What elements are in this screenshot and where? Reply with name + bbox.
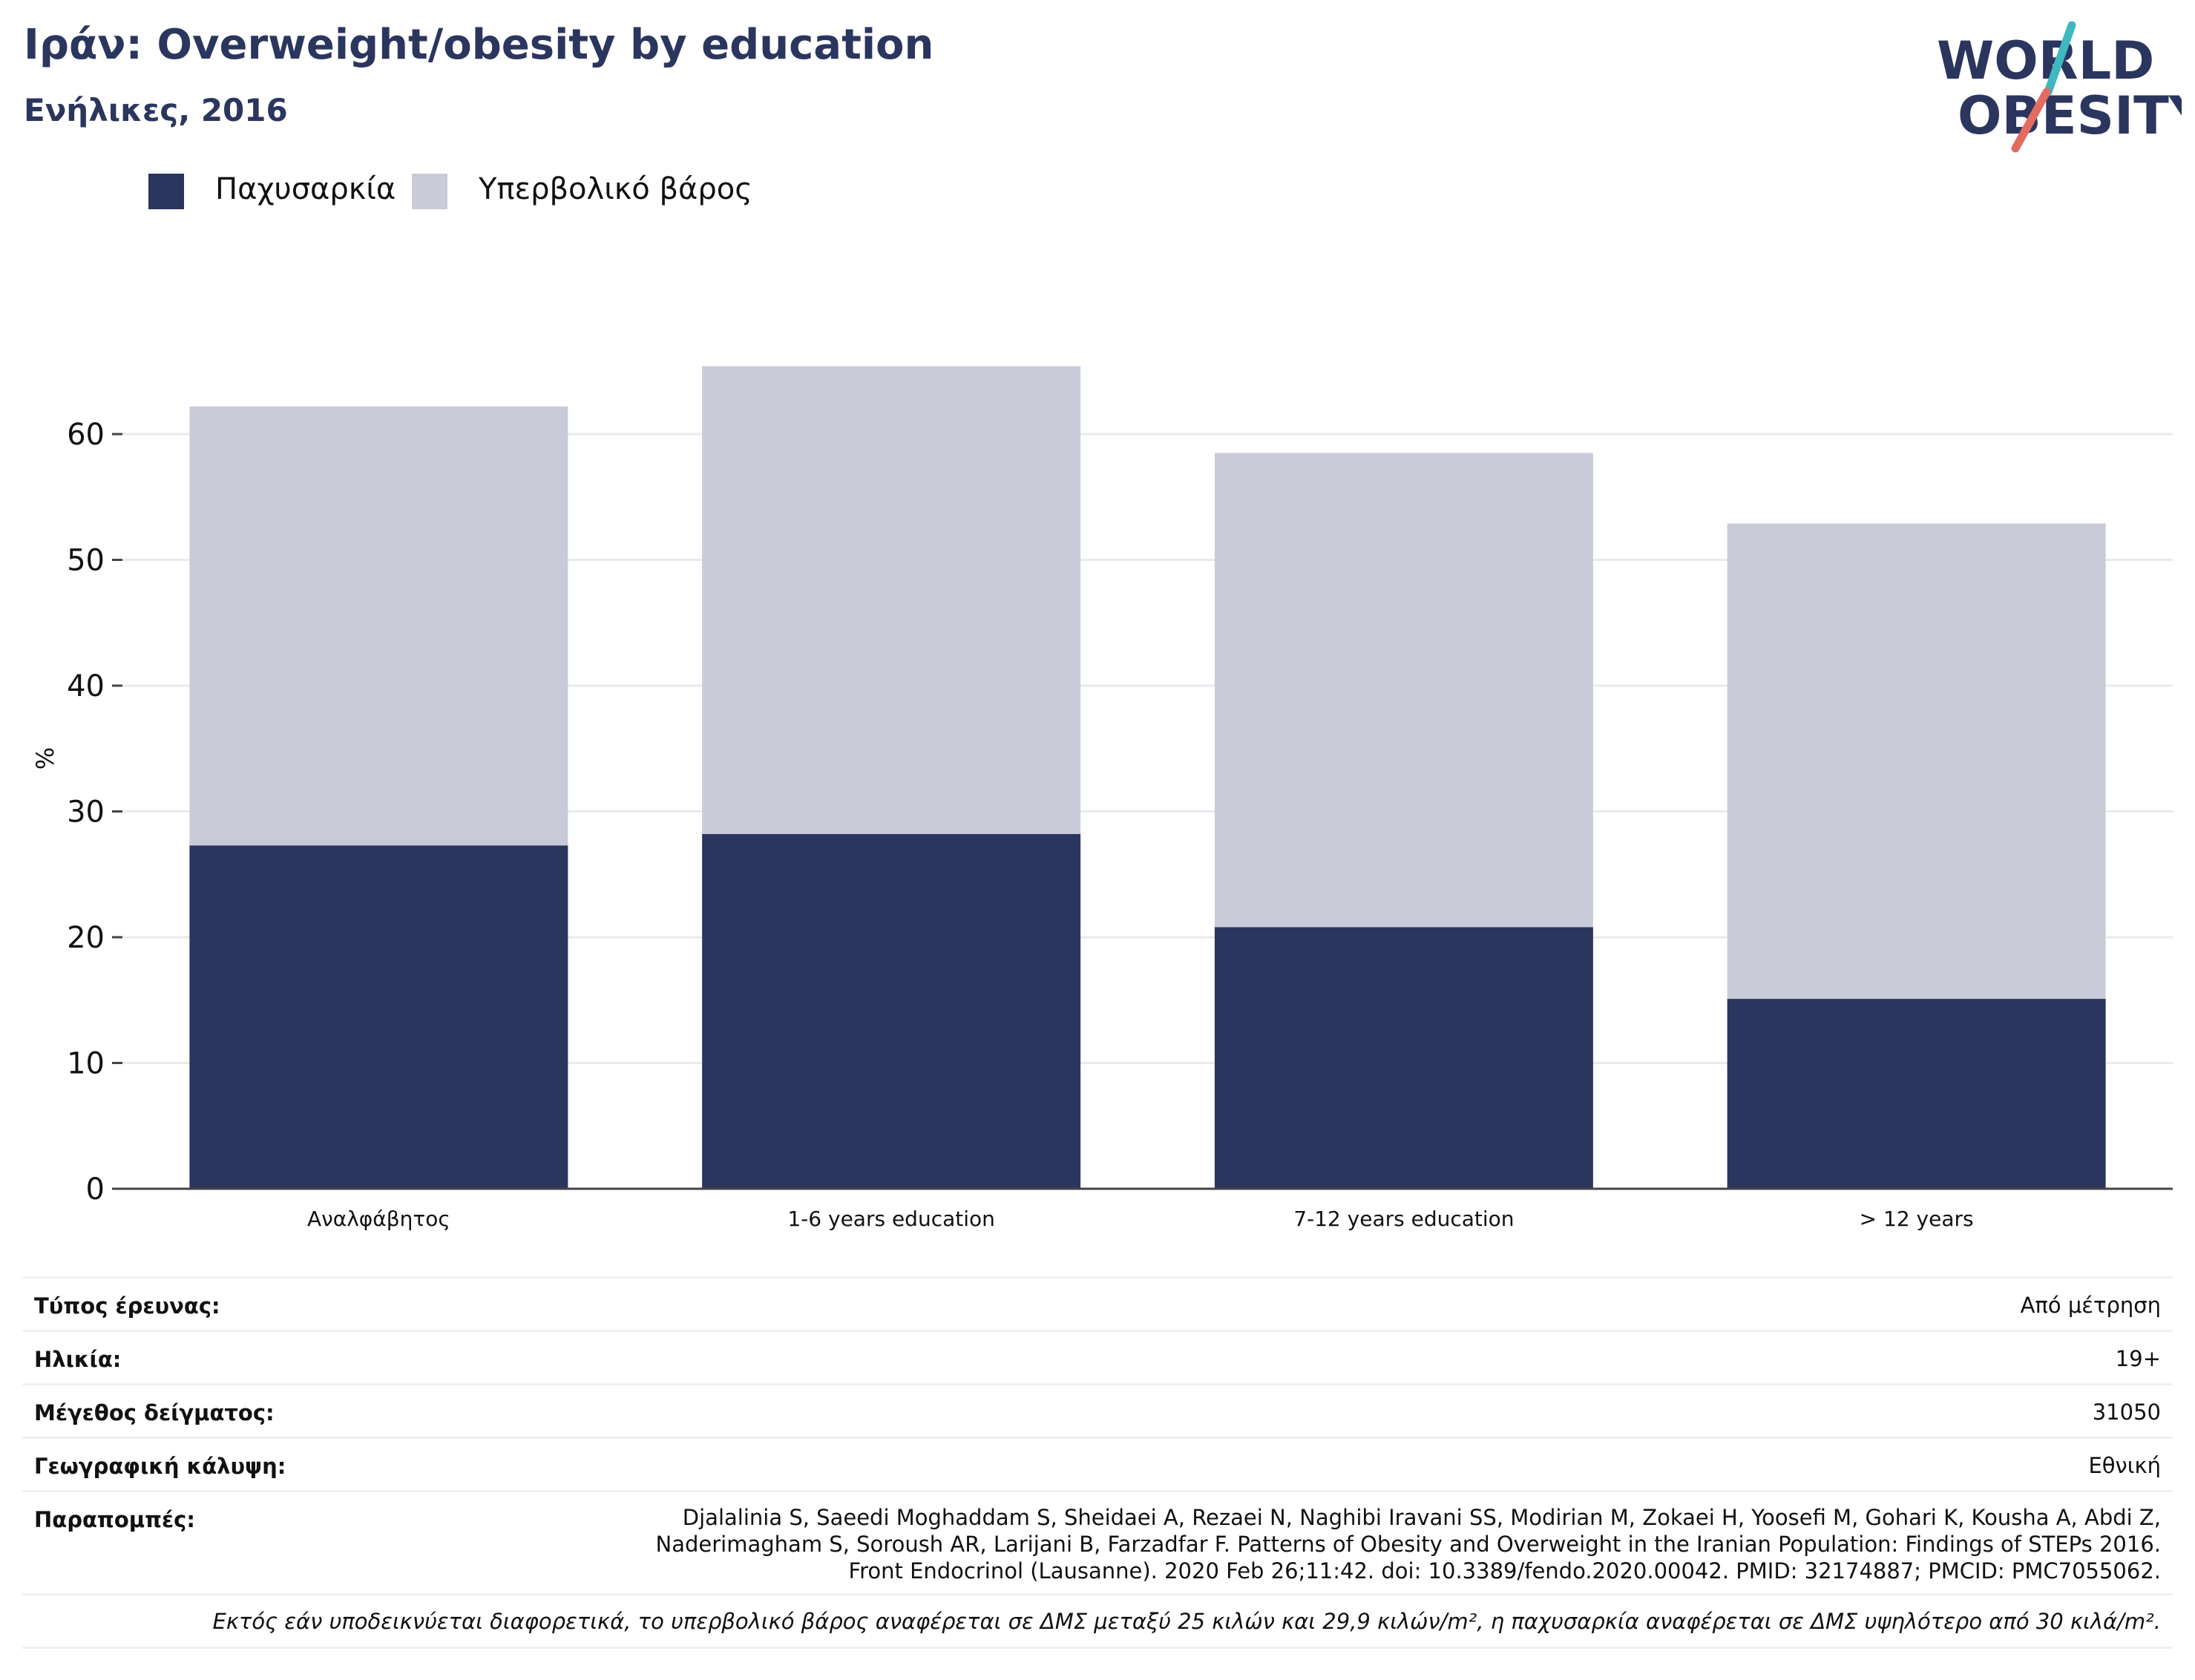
- x-tick-label: 1-6 years education: [787, 1207, 995, 1231]
- reference-line: Front Endocrinol (Lausanne). 2020 Feb 26…: [848, 1558, 2162, 1584]
- bar-segment-obesity[interactable]: [1214, 927, 1593, 1189]
- bar-segment-obesity[interactable]: [189, 845, 568, 1189]
- info-label: Τύπος έρευνας:: [34, 1293, 220, 1319]
- y-tick-label: 30: [67, 795, 105, 830]
- x-tick-label: 7-12 years education: [1293, 1207, 1514, 1231]
- reference-line: Djalalinia S, Saeedi Moghaddam S, Sheida…: [682, 1505, 2161, 1530]
- legend-label-overweight: Υπερβολικό βάρος: [479, 172, 752, 206]
- info-value: 19+: [2115, 1346, 2161, 1371]
- logo-slash-coral: [2011, 88, 2051, 153]
- info-label: Γεωγραφική κάλυψη:: [34, 1454, 286, 1479]
- info-label: Παραπομπές:: [34, 1507, 195, 1532]
- info-table: Τύπος έρευνας: Από μέτρηση Ηλικία: 19+ Μ…: [22, 1276, 2173, 1649]
- legend-swatch-obesity: [148, 174, 184, 209]
- y-axis-label: %: [31, 747, 59, 770]
- info-row-footnote: Εκτός εάν υποδεικνύεται διαφορετικά, το …: [22, 1593, 2173, 1649]
- info-label: Ηλικία:: [34, 1347, 122, 1372]
- logo-line-1: WORLD: [1937, 30, 2154, 91]
- y-tick-label: 0: [86, 1172, 105, 1207]
- info-row-age: Ηλικία: 19+: [22, 1330, 2173, 1383]
- bar-segment-overweight[interactable]: [189, 406, 568, 846]
- x-tick-label: > 12 years: [1860, 1207, 1974, 1231]
- y-tick-label: 40: [67, 669, 105, 703]
- y-tick-label: 20: [67, 921, 105, 955]
- y-tick-label: 60: [67, 418, 105, 452]
- bar-segment-obesity[interactable]: [702, 834, 1081, 1189]
- references-text: Djalalinia S, Saeedi Moghaddam S, Sheida…: [656, 1504, 2161, 1584]
- chart-subtitle: Ενήλικες, 2016: [24, 92, 288, 128]
- bar-segment-overweight[interactable]: [702, 366, 1081, 835]
- info-row-references: Παραπομπές: Djalalinia S, Saeedi Moghadd…: [22, 1490, 2173, 1593]
- x-tick-label: Αναλφάβητος: [307, 1207, 450, 1231]
- y-tick-label: 10: [67, 1047, 105, 1081]
- info-value: 31050: [2092, 1400, 2161, 1425]
- bar-segment-obesity[interactable]: [1727, 999, 2106, 1189]
- world-obesity-logo: WORLD OBESITY: [1937, 21, 2182, 153]
- bar-segment-overweight[interactable]: [1727, 523, 2106, 1000]
- legend-label-obesity: Παχυσαρκία: [215, 172, 396, 206]
- bar-segment-overweight[interactable]: [1214, 453, 1593, 928]
- chart-title: Ιράν: Overweight/obesity by education: [24, 21, 934, 69]
- info-label: Μέγεθος δείγματος:: [34, 1400, 275, 1425]
- logo-slash-teal: [2044, 21, 2076, 96]
- y-tick-label: 50: [67, 544, 105, 578]
- reference-line: Naderimagham S, Soroush AR, Larijani B, …: [655, 1532, 2161, 1557]
- info-value: Εθνική: [2088, 1453, 2161, 1478]
- info-value: Από μέτρηση: [2020, 1293, 2161, 1318]
- info-row-coverage: Γεωγραφική κάλυψη: Εθνική: [22, 1437, 2173, 1490]
- info-row-survey-type: Τύπος έρευνας: Από μέτρηση: [22, 1276, 2173, 1330]
- footnote: Εκτός εάν υποδεικνύεται διαφορετικά, το …: [212, 1609, 2162, 1634]
- bar-chart: 0 10 20 30 40 50 60% Αναλφάβητος 1-6 years educa…: [31, 366, 2173, 1231]
- logo-line-2: OBESITY: [1958, 85, 2182, 146]
- legend-swatch-overweight: [412, 174, 447, 209]
- info-row-sample-size: Μέγεθος δείγματος: 31050: [22, 1383, 2173, 1437]
